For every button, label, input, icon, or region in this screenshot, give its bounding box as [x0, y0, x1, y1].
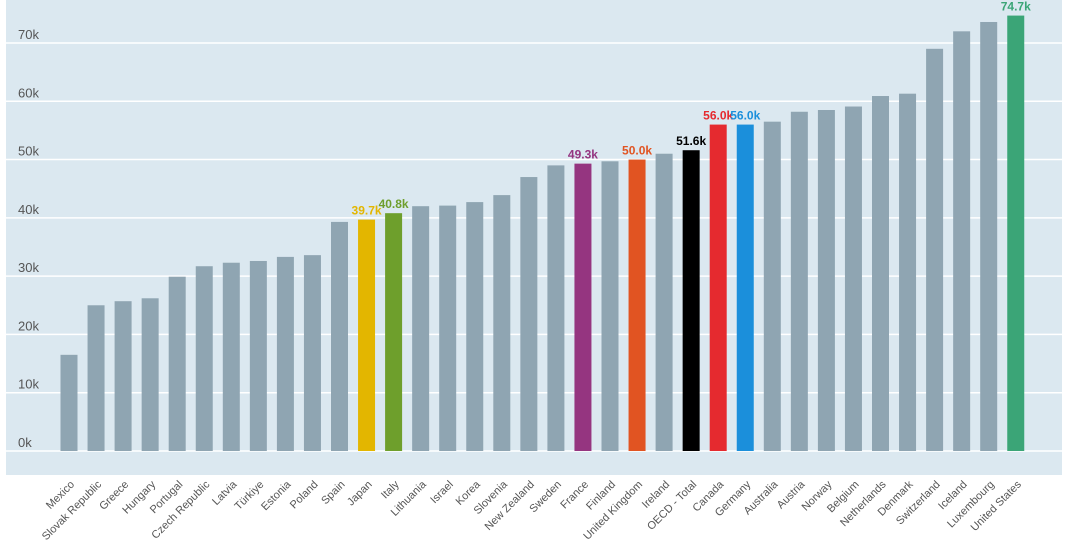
bar	[276, 256, 294, 451]
bar	[763, 121, 781, 451]
bar	[303, 255, 321, 451]
bar	[844, 106, 862, 451]
data-label: 56.0k	[703, 109, 733, 123]
bar	[628, 159, 646, 452]
bar	[87, 305, 105, 451]
y-tick-label: 20k	[18, 318, 39, 333]
bar	[926, 48, 944, 451]
bar	[466, 202, 484, 451]
data-label: 74.7k	[1001, 0, 1031, 14]
y-tick-label: 40k	[18, 202, 39, 217]
y-tick-label: 70k	[18, 27, 39, 42]
x-tick-label: Estonia	[259, 478, 294, 513]
bar	[709, 124, 727, 451]
bar	[331, 221, 348, 451]
y-tick-label: 30k	[18, 260, 39, 275]
x-tick-label: Israel	[428, 479, 456, 507]
bar	[953, 31, 971, 451]
bar	[655, 153, 673, 451]
bar	[601, 161, 619, 451]
bar	[493, 195, 511, 451]
bar	[439, 205, 457, 451]
bar	[385, 213, 403, 451]
bar	[60, 354, 78, 451]
bar	[1007, 15, 1025, 451]
bar	[980, 21, 998, 452]
bar	[114, 301, 132, 451]
bars	[60, 15, 1025, 452]
bar	[520, 177, 538, 451]
bar	[574, 163, 592, 452]
data-label: 50.0k	[622, 144, 652, 158]
x-tick-label: Poland	[288, 479, 321, 512]
bar	[249, 260, 267, 451]
x-tick-label: Italy	[379, 478, 402, 501]
bar	[412, 206, 430, 451]
y-tick-label: 50k	[18, 144, 39, 159]
bar	[817, 110, 835, 451]
data-label: 49.3k	[568, 148, 598, 162]
bar	[899, 93, 917, 452]
bar	[682, 150, 700, 451]
bar	[358, 219, 376, 451]
bar	[790, 111, 808, 452]
data-label: 51.6k	[676, 134, 706, 148]
x-tick-label: Japan	[345, 479, 375, 509]
x-tick-label: Spain	[319, 479, 347, 507]
bar	[141, 298, 159, 451]
data-label: 56.0k	[730, 109, 760, 123]
bar	[872, 96, 889, 452]
bar	[168, 276, 186, 451]
y-tick-label: 10k	[18, 377, 39, 392]
y-tick-label: 0k	[18, 435, 32, 450]
bar	[547, 165, 565, 451]
y-tick-label: 60k	[18, 85, 39, 100]
bar	[736, 124, 754, 451]
data-label: 39.7k	[352, 204, 382, 218]
y-axis: 0k 10k 20k 30k 40k 50k 60k 70k	[18, 27, 39, 450]
bar	[195, 266, 213, 451]
data-label: 40.8k	[379, 197, 409, 211]
bar	[222, 262, 240, 451]
